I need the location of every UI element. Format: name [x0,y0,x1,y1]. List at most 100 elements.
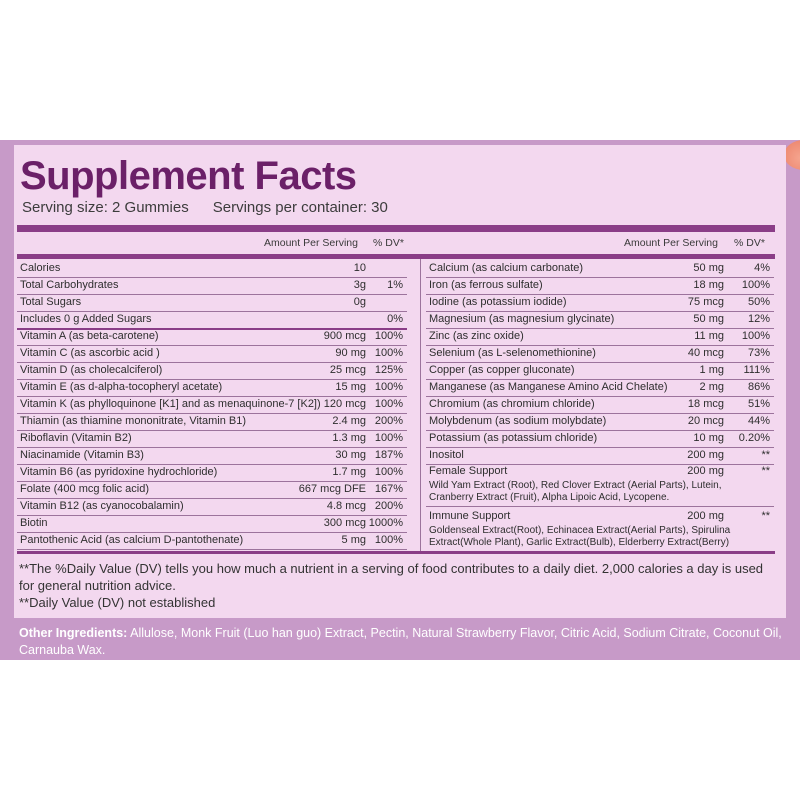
left-nutrient-row: Total Carbohydrates 3g 1% [17,277,407,295]
other-ingredients-label: Other Ingredients: [19,626,128,640]
nutrient-label: Zinc (as zinc oxide) [429,330,524,342]
left-nutrient-row: Riboflavin (Vitamin B2) 1.3 mg 100% [17,430,407,448]
fruit-image [784,140,800,170]
nutrient-label: Vitamin B6 (as pyridoxine hydrochloride) [20,466,218,478]
nutrient-amount: 5 mg [341,534,366,546]
nutrient-amount: 120 mcg [323,398,366,410]
nutrient-dv: 100% [374,381,403,393]
nutrient-amount: 50 mg [693,313,724,325]
nutrient-label: Includes 0 g Added Sugars [20,313,152,325]
nutrient-label: Vitamin D (as cholecalciferol) [20,364,163,376]
right-nutrient-row: Inositol 200 mg ** [426,447,774,465]
nutrient-amount: 30 mg [335,449,366,461]
nutrient-amount: 11 mg [694,330,724,342]
nutrient-dv: 100% [374,398,403,410]
nutrient-amount: 18 mg [693,279,724,291]
nutrient-amount: 40 mcg [687,347,724,359]
nutrient-label: Pantothenic Acid (as calcium D-pantothen… [20,534,244,546]
nutrient-amount: 667 mcg DFE [298,483,366,495]
nutrient-dv: 100% [374,466,403,478]
left-nutrient-row: Vitamin C (as ascorbic acid ) 90 mg 100% [17,345,407,363]
left-dv-header: % DV* [373,237,404,249]
supplement-facts-box [14,145,786,618]
nutrient-dv: 100% [741,330,770,342]
servings-per-container: Servings per container: 30 [212,199,388,216]
nutrient-amount: 900 mcg [323,330,366,342]
nutrient-label: Vitamin C (as ascorbic acid ) [20,347,160,359]
right-nutrient-row: Selenium (as L-selenomethionine) 40 mcg 73… [426,345,774,363]
left-nutrient-row: Includes 0 g Added Sugars 0% [17,311,407,330]
left-nutrient-row: Niacinamide (Vitamin B3) 30 mg 187% [17,447,407,465]
nutrient-amount: 3g [353,279,366,291]
nutrient-label: Chromium (as chromium chloride) [429,398,595,410]
left-amount-header: Amount Per Serving [264,237,358,249]
right-nutrient-row: Chromium (as chromium chloride) 18 mcg 51% [426,396,774,414]
immune-support-label: Immune Support [429,510,511,522]
nutrient-label: Vitamin E (as d-alpha-tocopheryl acetate… [20,381,223,393]
nutrient-dv: 73% [747,347,770,359]
nutrient-dv: 111% [743,364,770,376]
nutrient-dv: 50% [747,296,770,308]
nutrient-dv: 187% [374,449,403,461]
nutrient-dv: 44% [747,415,770,427]
nutrient-amount: 0g [353,296,366,308]
left-nutrient-row: Calories 10 [17,260,407,278]
left-nutrient-row: Total Sugars 0g [17,294,407,312]
right-nutrient-row: Zinc (as zinc oxide) 11 mg 100% [426,328,774,346]
nutrient-amount: 10 mg [693,432,724,444]
immune-support-ingredients: Goldenseal Extract(Root), Echinacea Extr… [429,525,731,548]
header-divider [17,225,775,232]
nutrient-label: Vitamin B12 (as cyanocobalamin) [20,500,184,512]
nutrient-dv: 100% [374,347,403,359]
right-nutrient-row: Manganese (as Manganese Amino Acid Chela… [426,379,774,397]
nutrient-amount: 50 mg [693,262,724,274]
nutrient-label: Total Carbohydrates [20,279,119,291]
female-support-amount: 200 mg [687,465,724,477]
nutrient-amount: 300 mcg [323,517,366,529]
other-ingredients-list: Allulose, Monk Fruit (Luo han guo) Extra… [19,626,782,657]
nutrient-label: Calories [20,262,61,274]
nutrient-dv: 0% [387,313,403,325]
nutrient-dv: 1% [387,279,403,291]
footnote-dv-not-established: **Daily Value (DV) not established [19,595,216,610]
nutrient-label: Inositol [429,449,464,461]
left-nutrient-row: Vitamin E (as d-alpha-tocopheryl acetate… [17,379,407,397]
nutrient-dv: 51% [747,398,770,410]
nutrient-amount: 1.7 mg [332,466,366,478]
nutrient-label: Riboflavin (Vitamin B2) [20,432,132,444]
footnotes: **The %Daily Value (DV) tells you how mu… [19,560,779,611]
nutrient-dv: 4% [754,262,770,274]
nutrient-amount: 75 mcg [687,296,724,308]
right-nutrient-row: Calcium (as calcium carbonate) 50 mg 4% [426,260,774,278]
female-support-label: Female Support [429,465,508,477]
left-nutrient-row: Thiamin (as thiamine mononitrate, Vitami… [17,413,407,431]
female-support-dv: ** [761,465,770,477]
left-nutrient-row: Folate (400 mcg folic acid) 667 mcg DFE 16… [17,481,407,499]
right-amount-header: Amount Per Serving [624,237,718,249]
left-nutrient-row: Vitamin A (as beta-carotene) 900 mcg 100% [17,328,407,346]
nutrient-label: Copper (as copper gluconate) [429,364,575,376]
immune-support-amount: 200 mg [687,510,724,522]
table-top-divider [17,254,775,259]
left-nutrient-row: Biotin 300 mcg 1000% [17,515,407,533]
nutrient-dv: 100% [374,534,403,546]
right-nutrient-row: Potassium (as potassium chloride) 10 mg 0.… [426,430,774,448]
nutrient-dv: 100% [741,279,770,291]
female-support-divider [426,506,774,507]
nutrient-label: Niacinamide (Vitamin B3) [20,449,144,461]
right-nutrient-row: Magnesium (as magnesium glycinate) 50 mg 1… [426,311,774,329]
nutrient-label: Magnesium (as magnesium glycinate) [429,313,615,325]
nutrient-label: Potassium (as potassium chloride) [429,432,598,444]
nutrient-label: Selenium (as L-selenomethionine) [429,347,596,359]
left-nutrient-row: Vitamin D (as cholecalciferol) 25 mcg 125% [17,362,407,380]
nutrient-amount: 15 mg [335,381,366,393]
left-nutrient-row: Vitamin B12 (as cyanocobalamin) 4.8 mcg 20… [17,498,407,516]
right-dv-header: % DV* [734,237,765,249]
nutrient-dv: 167% [374,483,403,495]
page-title: Supplement Facts [20,154,357,198]
column-divider [420,259,421,551]
nutrient-dv: 100% [374,330,403,342]
nutrient-amount: 20 mcg [687,415,724,427]
nutrient-amount: 90 mg [335,347,366,359]
nutrient-dv: 100% [374,432,403,444]
